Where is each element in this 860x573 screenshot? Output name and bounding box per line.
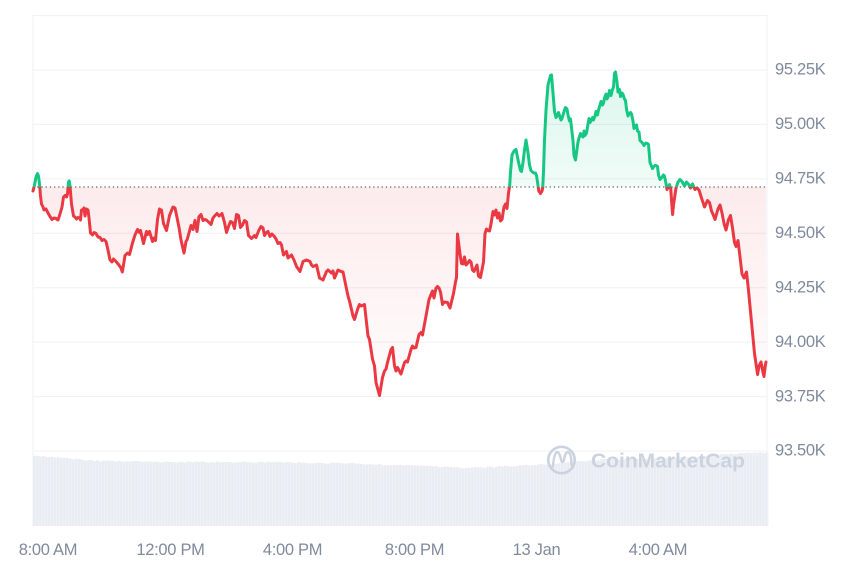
svg-text:94.75K: 94.75K	[775, 170, 826, 188]
svg-text:94.25K: 94.25K	[775, 278, 826, 296]
svg-text:4:00 PM: 4:00 PM	[263, 541, 322, 559]
svg-text:95.25K: 95.25K	[775, 61, 826, 79]
svg-text:95.00K: 95.00K	[775, 115, 826, 133]
svg-text:93.75K: 93.75K	[775, 387, 826, 405]
svg-text:8:00 AM: 8:00 AM	[19, 541, 77, 559]
svg-text:4:00 AM: 4:00 AM	[629, 541, 687, 559]
svg-text:94.00K: 94.00K	[775, 333, 826, 351]
svg-text:12:00 PM: 12:00 PM	[136, 541, 204, 559]
svg-text:8:00 PM: 8:00 PM	[385, 541, 444, 559]
svg-text:94.50K: 94.50K	[775, 224, 826, 242]
svg-text:13 Jan: 13 Jan	[513, 541, 561, 559]
svg-text:93.50K: 93.50K	[775, 442, 826, 460]
svg-text:CoinMarketCap: CoinMarketCap	[591, 451, 745, 473]
